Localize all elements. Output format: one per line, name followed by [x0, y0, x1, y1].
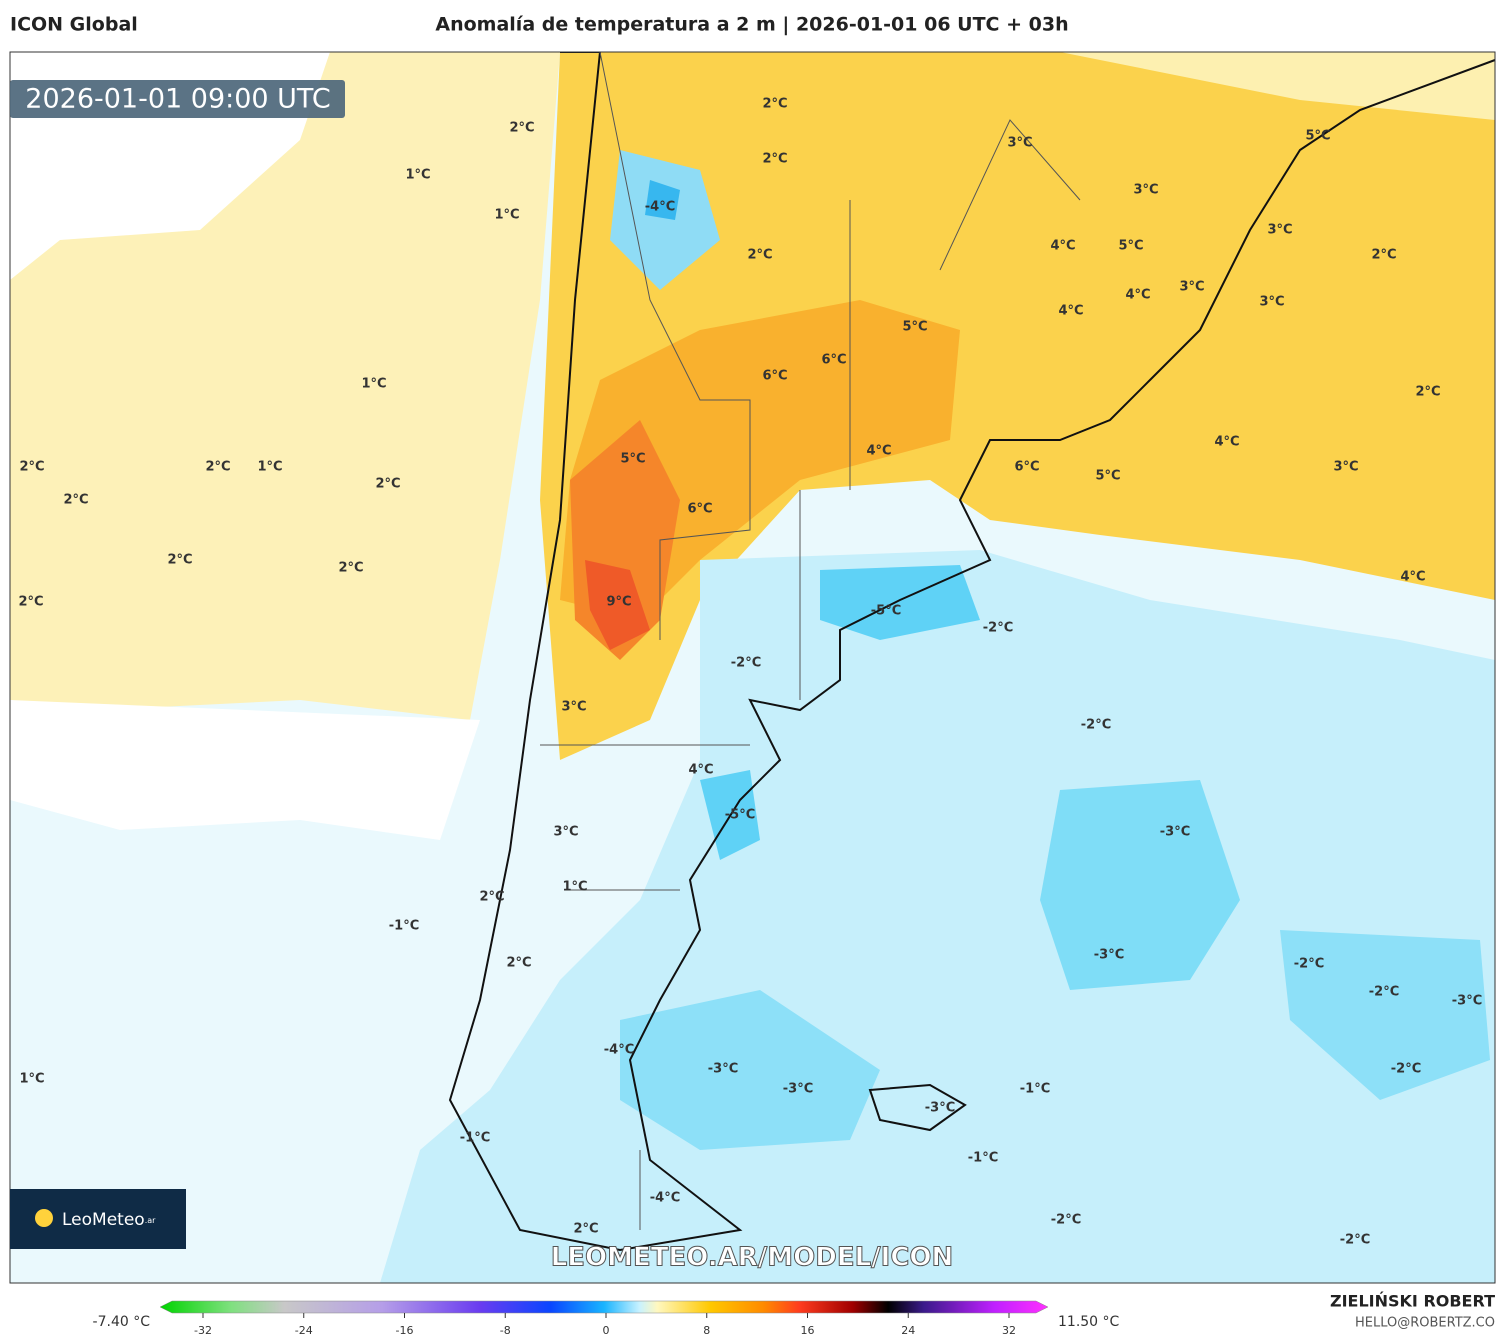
contour-label: -1°C	[389, 919, 419, 934]
model-name: ICON Global	[10, 14, 138, 36]
colorbar-tick-label: -16	[396, 1324, 414, 1337]
contour-label: -2°C	[731, 656, 761, 671]
map-frame	[9, 51, 1496, 1284]
contour-label: 2°C	[18, 595, 43, 610]
contour-label: 2°C	[747, 248, 772, 263]
contour-label: -1°C	[460, 1131, 490, 1146]
contour-label: 5°C	[620, 452, 645, 467]
watermark: LEOMETEO.AR/MODEL/ICON	[551, 1243, 954, 1273]
colorbar	[159, 1300, 1049, 1314]
contour-label: 3°C	[1133, 183, 1158, 198]
contour-label: -4°C	[604, 1043, 634, 1058]
contour-label: 1°C	[562, 880, 587, 895]
map-title: Anomalía de temperatura a 2 m | 2026-01-…	[435, 14, 1068, 36]
contour-label: -2°C	[1081, 718, 1111, 733]
contour-label: -2°C	[1294, 957, 1324, 972]
contour-label: -4°C	[650, 1191, 680, 1206]
contour-label: -2°C	[1051, 1213, 1081, 1228]
contour-label: 2°C	[573, 1222, 598, 1237]
contour-label: -3°C	[783, 1082, 813, 1097]
contour-label: 2°C	[167, 553, 192, 568]
contour-label: 2°C	[509, 121, 534, 136]
logo-name: LeoMeteo	[62, 1210, 145, 1230]
contour-label: -1°C	[968, 1151, 998, 1166]
contour-label: 6°C	[687, 502, 712, 517]
contour-label: 1°C	[361, 377, 386, 392]
contour-label: -3°C	[1094, 948, 1124, 963]
contour-label: 3°C	[1179, 280, 1204, 295]
contour-label: -4°C	[645, 200, 675, 215]
contour-label: -2°C	[1340, 1233, 1370, 1248]
contour-label: 2°C	[1371, 248, 1396, 263]
contour-label: 3°C	[561, 700, 586, 715]
contour-label: 3°C	[1267, 223, 1292, 238]
contour-label: 5°C	[902, 320, 927, 335]
contour-label: 1°C	[405, 168, 430, 183]
contour-label: 1°C	[494, 208, 519, 223]
contour-label: 3°C	[1007, 136, 1032, 151]
contour-label: 4°C	[1050, 239, 1075, 254]
contour-label: 4°C	[688, 763, 713, 778]
colorbar-tick-label: 24	[901, 1324, 915, 1337]
contour-label: 1°C	[257, 460, 282, 475]
contour-label: 1°C	[19, 1072, 44, 1087]
contour-label: 6°C	[762, 369, 787, 384]
contour-label: 2°C	[506, 956, 531, 971]
contour-label: 6°C	[1014, 460, 1039, 475]
contour-label: -3°C	[1452, 994, 1482, 1009]
contour-label: 9°C	[606, 595, 631, 610]
contour-label: -2°C	[1369, 985, 1399, 1000]
contour-label: 4°C	[1214, 435, 1239, 450]
timestamp: 2026-01-01 09:00 UTC	[25, 84, 330, 115]
logo-sun	[35, 1209, 53, 1227]
contour-label: 2°C	[479, 890, 504, 905]
colorbar-tick-label: -8	[500, 1324, 511, 1337]
logo-suffix: .ar	[145, 1216, 156, 1225]
contour-label: -5°C	[871, 604, 901, 619]
contour-label: 4°C	[866, 444, 891, 459]
author: ZIELIŃSKI ROBERT	[1330, 1292, 1495, 1311]
contour-label: -2°C	[983, 621, 1013, 636]
colorbar-min: -7.40 °C	[93, 1314, 151, 1330]
contour-label: 6°C	[821, 353, 846, 368]
contour-label: 2°C	[338, 561, 363, 576]
contour-label: 4°C	[1400, 570, 1425, 585]
contour-label: 5°C	[1305, 129, 1330, 144]
contact: HELLO@ROBERTZ.CO	[1355, 1316, 1495, 1331]
contour-label: 4°C	[1058, 304, 1083, 319]
contour-label: -1°C	[1020, 1082, 1050, 1097]
logo-text: LeoMeteo.ar	[62, 1210, 156, 1230]
contour-label: 3°C	[1259, 295, 1284, 310]
contour-label: -3°C	[708, 1062, 738, 1077]
colorbar-tick-label: -32	[194, 1324, 212, 1337]
contour-label: 2°C	[762, 152, 787, 167]
contour-label: 3°C	[1333, 460, 1358, 475]
contour-label: 2°C	[19, 460, 44, 475]
contour-label: 5°C	[1118, 239, 1143, 254]
contour-label: 2°C	[762, 97, 787, 112]
contour-label: -2°C	[1391, 1062, 1421, 1077]
colorbar-tick-label: -24	[295, 1324, 313, 1337]
contour-label: 2°C	[375, 477, 400, 492]
colorbar-tick-label: 16	[801, 1324, 815, 1337]
contour-label: 4°C	[1125, 288, 1150, 303]
contour-label: -5°C	[725, 808, 755, 823]
colorbar-tick-label: 0	[603, 1324, 610, 1337]
contour-label: -3°C	[1160, 825, 1190, 840]
contour-label: 2°C	[63, 493, 88, 508]
timestamp-box	[10, 80, 345, 118]
contour-label: 2°C	[1415, 385, 1440, 400]
colorbar-max: 11.50 °C	[1058, 1314, 1120, 1330]
contour-label: 5°C	[1095, 469, 1120, 484]
colorbar-tick-label: 8	[703, 1324, 710, 1337]
contour-label: 3°C	[553, 825, 578, 840]
contour-label: -3°C	[925, 1101, 955, 1116]
colorbar-tick-label: 32	[1002, 1324, 1016, 1337]
contour-label: 2°C	[205, 460, 230, 475]
